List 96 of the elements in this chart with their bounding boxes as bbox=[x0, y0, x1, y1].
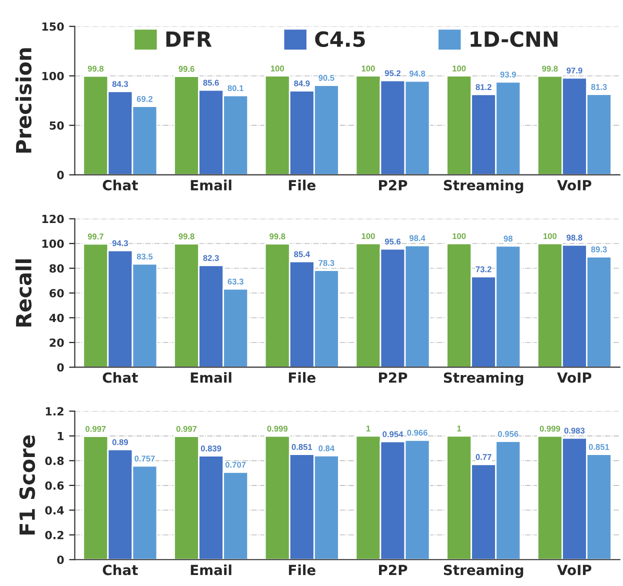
y-tick-label: 100 bbox=[42, 239, 64, 248]
x-tick-label: Streaming bbox=[444, 564, 524, 578]
data-label: 84.9 bbox=[294, 80, 310, 86]
data-label: 81.2 bbox=[476, 84, 492, 90]
data-label: 1 bbox=[457, 426, 462, 432]
data-label: 73.2 bbox=[476, 266, 492, 272]
y-tick-label: 0.6 bbox=[45, 481, 64, 490]
y-axis-title: Precision bbox=[15, 48, 32, 153]
y-axis-title: Recall bbox=[15, 259, 32, 327]
x-tick-label: Chat bbox=[102, 180, 138, 190]
y-tick-label: 80 bbox=[50, 264, 64, 273]
legend-label: DFR bbox=[166, 32, 212, 47]
data-label: 95.2 bbox=[384, 70, 401, 76]
x-tick-label: P2P bbox=[379, 564, 408, 576]
data-label: 100 bbox=[452, 66, 466, 72]
data-label: 0.851 bbox=[588, 444, 610, 450]
data-label: 1 bbox=[366, 426, 370, 432]
y-tick-label: 0 bbox=[57, 556, 64, 564]
x-tick-label: VoIP bbox=[557, 372, 592, 383]
legend-label: 1D-CNN bbox=[470, 31, 558, 48]
data-label: 0.997 bbox=[86, 426, 106, 432]
y-tick-label: 60 bbox=[50, 288, 64, 298]
data-label: 97.9 bbox=[566, 68, 582, 74]
data-label: 99.6 bbox=[178, 66, 194, 72]
data-label: 0.999 bbox=[267, 426, 288, 432]
data-label: 81.3 bbox=[591, 84, 607, 90]
data-label: 0.757 bbox=[134, 456, 155, 462]
y-tick-label: 0.4 bbox=[45, 506, 64, 515]
data-label: 85.4 bbox=[294, 251, 310, 258]
y-axis-title: F1 Score bbox=[19, 435, 36, 535]
x-tick-label: Streaming bbox=[444, 180, 524, 194]
data-label: 0.983 bbox=[564, 428, 585, 434]
legend-label: C4.5 bbox=[315, 31, 365, 48]
data-label: 0.956 bbox=[498, 431, 518, 437]
data-label: 100 bbox=[270, 66, 284, 72]
y-tick-label: 0 bbox=[57, 170, 64, 180]
y-tick-label: 1.2 bbox=[46, 407, 64, 416]
y-tick-label: 1 bbox=[58, 432, 64, 440]
x-tick-label: File bbox=[288, 564, 316, 576]
data-label: 0.89 bbox=[112, 439, 128, 446]
data-label: 0.966 bbox=[407, 430, 428, 436]
data-label: 99.8 bbox=[270, 233, 286, 240]
data-label: 95.6 bbox=[384, 238, 401, 245]
y-tick-label: 0.8 bbox=[45, 456, 64, 466]
data-label: 0.77 bbox=[476, 454, 492, 460]
x-tick-label: File bbox=[288, 180, 316, 190]
data-label: 100 bbox=[544, 233, 557, 240]
y-tick-label: 150 bbox=[42, 22, 64, 31]
data-label: 0.851 bbox=[292, 444, 312, 450]
x-tick-label: File bbox=[288, 372, 316, 383]
y-tick-label: 100 bbox=[42, 72, 64, 80]
data-label: 94.8 bbox=[409, 70, 426, 77]
data-label: 84.3 bbox=[112, 81, 128, 87]
x-tick-label: Email bbox=[190, 180, 232, 190]
x-tick-label: P2P bbox=[379, 372, 408, 383]
x-tick-label: P2P bbox=[379, 180, 408, 190]
y-tick-label: 50 bbox=[50, 121, 64, 130]
data-label: 0.997 bbox=[176, 426, 197, 432]
data-label: 99.8 bbox=[88, 66, 104, 72]
data-label: 0.954 bbox=[382, 431, 404, 438]
data-label: 0.84 bbox=[318, 445, 334, 452]
data-label: 99.8 bbox=[178, 233, 194, 240]
data-label: 0.707 bbox=[225, 462, 246, 468]
y-tick-label: 120 bbox=[42, 214, 64, 224]
data-label: 0.999 bbox=[540, 426, 560, 432]
data-label: 85.6 bbox=[203, 80, 219, 86]
data-label: 78.3 bbox=[318, 260, 334, 266]
data-label: 0.839 bbox=[200, 446, 222, 452]
y-tick-label: 40 bbox=[49, 314, 64, 322]
data-label: 100 bbox=[362, 66, 375, 72]
data-label: 93.9 bbox=[500, 72, 516, 78]
y-tick-label: 0.2 bbox=[45, 530, 64, 540]
x-tick-label: VoIP bbox=[557, 564, 592, 576]
x-tick-label: Streaming bbox=[444, 372, 524, 386]
data-label: 100 bbox=[362, 233, 375, 240]
data-label: 98.4 bbox=[409, 235, 426, 242]
data-label: 69.2 bbox=[136, 96, 152, 102]
x-tick-label: Email bbox=[190, 564, 232, 576]
data-label: 63.3 bbox=[228, 278, 244, 285]
x-tick-label: Email bbox=[190, 372, 232, 383]
x-tick-label: Chat bbox=[102, 564, 138, 576]
data-label: 99.8 bbox=[542, 66, 558, 72]
data-label: 100 bbox=[452, 233, 466, 240]
x-tick-label: VoIP bbox=[557, 180, 592, 190]
data-label: 94.3 bbox=[112, 240, 128, 246]
data-label: 80.1 bbox=[228, 85, 244, 92]
data-label: 82.3 bbox=[203, 255, 219, 261]
y-tick-label: 0 bbox=[57, 363, 64, 372]
data-label: 98.8 bbox=[566, 234, 582, 241]
data-label: 90.5 bbox=[318, 74, 334, 81]
x-tick-label: Chat bbox=[102, 372, 138, 383]
data-label: 98 bbox=[504, 236, 513, 242]
data-label: 83.5 bbox=[136, 254, 153, 260]
data-label: 99.7 bbox=[88, 234, 104, 240]
y-tick-label: 20 bbox=[50, 338, 64, 347]
data-label: 89.3 bbox=[591, 246, 607, 252]
